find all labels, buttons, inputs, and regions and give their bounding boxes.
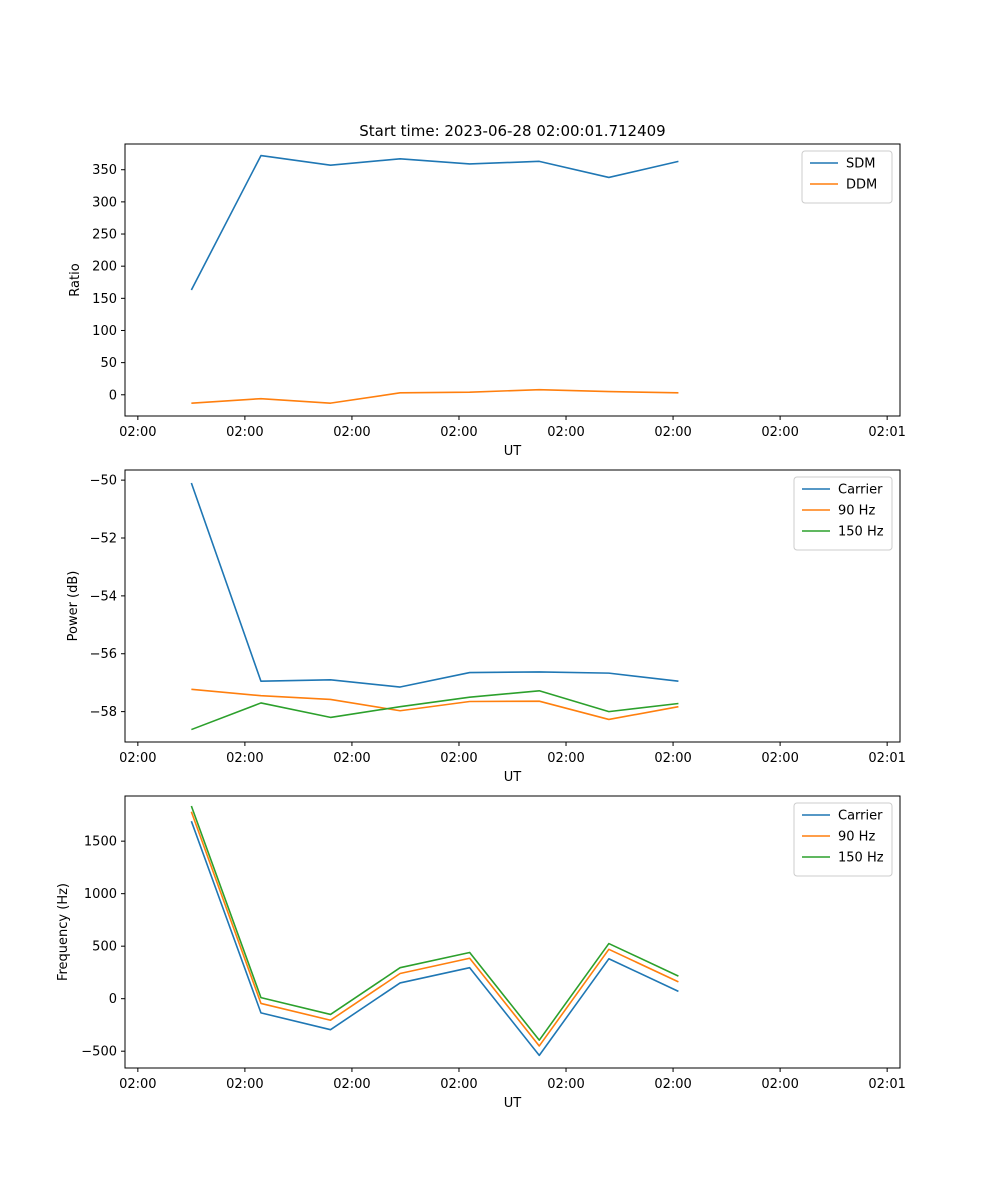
axes-frame [124,469,901,743]
legend-frame [801,150,893,204]
legend-label: 90 Hz [838,504,875,519]
x-tick-label: 02:01 [868,751,905,766]
y-tick-label: 200 [92,260,117,275]
series-line-carrier [190,820,679,1057]
y-tick-label: 500 [92,940,117,955]
series-line-90-hz [191,688,679,721]
x-tick-label: 02:00 [226,751,263,766]
x-tick-label: 02:00 [440,1077,477,1092]
y-tick-label: 350 [92,163,117,178]
series-line-carrier [190,482,679,688]
x-axis-label: UT [504,1096,522,1111]
legend: SDM DDM [801,150,893,204]
x-tick-label: 02:01 [868,425,905,440]
x-tick-label: 02:00 [119,1077,156,1092]
y-tick-label: 100 [92,324,117,339]
y-tick-label: −54 [90,589,117,604]
y-tick-label: 0 [109,388,117,403]
x-tick-label: 02:00 [440,425,477,440]
legend-label: 150 Hz [838,851,884,866]
subplot-3: 02:00 02:00 02:00 02:00 02:00 02:00 02:00 02:01… [56,795,906,1111]
x-tick-label: 02:00 [761,1077,798,1092]
y-tick-label: 250 [92,228,117,243]
x-tick-label: 02:00 [440,751,477,766]
x-tick-label: 02:00 [654,425,691,440]
y-tick-label: −58 [90,705,117,720]
series-line-150-hz [191,689,679,731]
x-tick-label: 02:00 [119,751,156,766]
y-axis-label: Frequency (Hz) [56,883,71,981]
series-line-90-hz [190,811,679,1047]
y-tick-label: −50 [90,474,117,489]
x-tick-label: 02:00 [333,751,370,766]
y-axis-label: Power (dB) [66,571,81,642]
x-tick-label: 02:01 [868,1077,905,1092]
x-tick-label: 02:00 [654,751,691,766]
legend-label: Carrier [838,483,883,498]
chart-title: Start time: 2023-06-28 02:00:01.712409 [359,122,665,140]
y-tick-label: 1500 [84,835,117,850]
x-tick-label: 02:00 [547,751,584,766]
legend-label: 150 Hz [838,525,884,540]
x-tick-label: 02:00 [333,425,370,440]
y-tick-label: −52 [90,532,117,547]
legend-label: SDM [846,157,875,172]
y-tick-label: 0 [109,992,117,1007]
subplot-2: 02:00 02:00 02:00 02:00 02:00 02:00 02:00 02:01… [66,469,906,785]
series-line-150-hz [190,805,679,1041]
subplot-1: Start time: 2023-06-28 02:00:01.71240902… [68,122,906,459]
y-tick-label: 150 [92,292,117,307]
legend-label: 90 Hz [838,830,875,845]
series-line-sdm [190,154,679,291]
x-axis-label: UT [504,444,522,459]
x-tick-label: 02:00 [547,425,584,440]
x-tick-label: 02:00 [333,1077,370,1092]
axes-frame [124,795,901,1069]
x-tick-label: 02:00 [547,1077,584,1092]
x-tick-label: 02:00 [761,425,798,440]
y-tick-label: −500 [81,1045,117,1060]
y-tick-label: 300 [92,195,117,210]
y-axis-label: Ratio [68,263,83,296]
legend-label: Carrier [838,809,883,824]
x-axis-label: UT [504,770,522,785]
x-tick-label: 02:00 [119,425,156,440]
y-tick-label: −56 [90,647,117,662]
y-tick-label: 50 [100,356,117,371]
series-line-ddm [191,388,679,404]
x-tick-label: 02:00 [226,1077,263,1092]
axes-frame [124,143,901,417]
legend: Carrier 90 Hz 150 Hz [793,476,893,551]
legend: Carrier 90 Hz 150 Hz [793,802,893,877]
x-tick-label: 02:00 [761,751,798,766]
x-tick-label: 02:00 [654,1077,691,1092]
x-tick-label: 02:00 [226,425,263,440]
legend-label: DDM [846,178,877,193]
y-tick-label: 1000 [84,887,117,902]
